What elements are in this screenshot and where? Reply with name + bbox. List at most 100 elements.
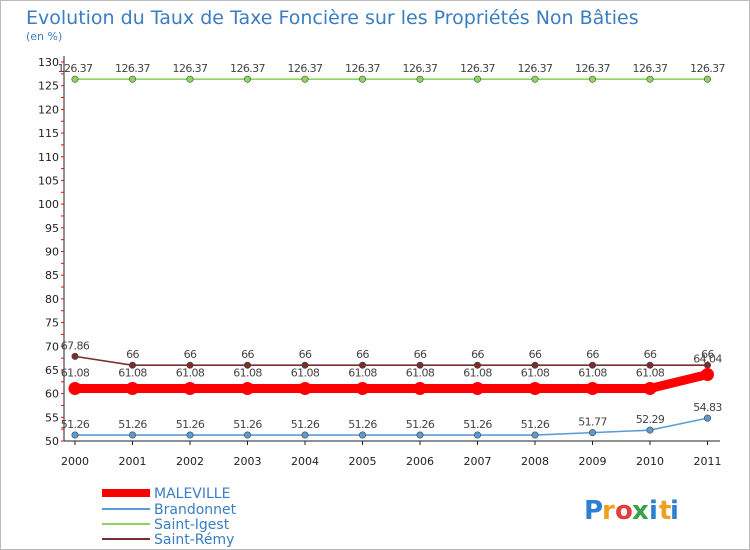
y-tick-label: 95 [45,222,59,235]
data-label: 66 [701,348,714,361]
data-label: 61.08 [578,367,607,380]
logo-letter: x [632,496,649,526]
data-point [531,361,539,369]
data-label: 61.08 [463,367,492,380]
data-point [416,75,424,83]
data-point [129,431,137,439]
y-tick-label: 80 [45,293,59,306]
x-tick-label: 2000 [61,455,89,468]
data-label: 61.08 [406,367,435,380]
logo-letter: i [670,496,679,526]
data-point [244,361,252,369]
data-label: 126.37 [58,62,93,75]
logo-letter: P [584,496,603,526]
data-point [186,361,194,369]
logo-letter: r [602,496,615,526]
data-label: 66 [586,348,599,361]
x-tick-label: 2001 [119,455,147,468]
data-label: 66 [644,348,657,361]
data-label: 66 [184,348,197,361]
series-line-maleville [70,369,712,394]
y-tick-label: 115 [38,127,59,140]
data-point [183,382,197,396]
data-label: 126.37 [633,62,668,75]
data-point [471,382,484,396]
data-point [646,361,654,369]
data-point [701,367,714,381]
data-label: 51.26 [118,418,147,431]
data-point [473,431,481,439]
data-point [531,431,539,439]
data-point [413,382,427,396]
data-point [301,361,309,369]
x-tick-label: 2007 [464,455,492,468]
logo-letter: o [615,496,633,526]
data-point [528,382,542,396]
data-label: 126.37 [115,62,150,75]
data-point [416,361,424,369]
data-label: 126.37 [575,62,610,75]
logo-letter: t [659,496,671,526]
data-label: 61.08 [291,367,320,380]
data-label: 61.08 [61,367,90,380]
x-tick-label: 2006 [406,455,434,468]
y-tick-label: 70 [45,340,59,353]
data-point [586,382,599,396]
data-point [703,75,711,83]
data-label: 51.26 [176,418,205,431]
x-tick-label: 2009 [579,455,607,468]
data-point [703,414,711,422]
data-label: 51.26 [61,418,90,431]
data-label: 54.83 [693,401,722,414]
data-point [646,75,654,83]
data-point [301,431,309,439]
data-point [473,75,481,83]
data-label: 51.26 [233,418,262,431]
y-tick-label: 65 [45,364,59,377]
plot-area: 50 55 60 65 70 75 80 85 90 95 100 105 110 115 120 125 13… [38,56,726,468]
data-label: 51.26 [521,418,550,431]
data-point [244,431,252,439]
data-label: 67.86 [61,339,90,352]
data-point [358,431,366,439]
data-label: 126.37 [345,62,380,75]
logo-letter: i [649,496,658,526]
data-label: 51.26 [463,418,492,431]
data-point [298,382,312,396]
data-label: 61.08 [118,367,147,380]
data-label: 51.26 [348,418,377,431]
x-tick-label: 2008 [521,455,549,468]
data-label: 51.26 [291,418,320,431]
proxiti-logo: Pr o x i ti [584,496,679,526]
data-point [71,431,79,439]
data-point [186,431,194,439]
y-axis-label: (en %) [26,30,62,43]
data-point [643,382,657,396]
chart-title: Evolution du Taux de Taxe Foncière sur l… [26,7,639,29]
data-point [186,75,194,83]
data-point [301,75,309,83]
y-tick-label: 105 [38,174,59,187]
data-label: 126.37 [460,62,495,75]
y-tick-label: 110 [38,151,59,164]
y-tick-label: 130 [38,56,59,69]
data-label: 61.08 [233,367,262,380]
data-label: 66 [356,348,369,361]
data-label: 126.37 [288,62,323,75]
data-point [356,382,369,396]
y-tick-label: 75 [45,317,59,330]
y-tick-label: 60 [45,388,59,401]
series-line-saint-rémy [74,355,709,367]
data-label: 126.37 [518,62,553,75]
legend-label-saint-igest: Saint-Igest [154,517,230,533]
data-point [68,382,82,396]
data-label: 61.08 [348,367,377,380]
data-label: 52.29 [636,413,665,426]
data-point [129,75,137,83]
x-tick-label: 2011 [694,455,722,468]
data-point [71,75,79,83]
